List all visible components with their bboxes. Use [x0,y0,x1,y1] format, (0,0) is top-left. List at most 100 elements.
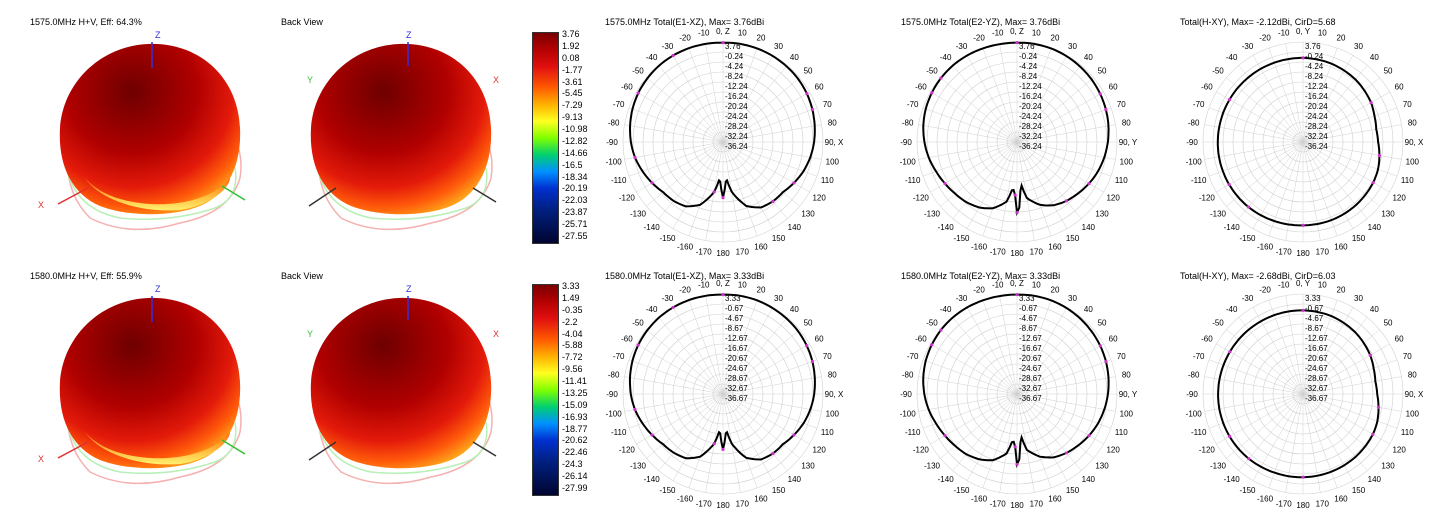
polar-angle-label: 40 [790,305,799,314]
polar-angle-label: -140 [644,223,661,232]
polar-angle-label: 140 [1082,475,1096,484]
polar-grid-spoke [1226,141,1304,207]
polar-ring-label: -28.67 [725,374,748,383]
polar-angle-label: -160 [971,242,988,251]
polar-grid-spoke [1302,393,1368,471]
polar-e1-xz-title: 1580.0MHz Total(E1-XZ), Max= 3.33dBi [605,271,765,281]
polar-angle-label: 140 [788,475,802,484]
polar-ring-label: -4.24 [725,62,744,71]
z-axis-label: Z [155,284,161,294]
polar-ring-label: -8.24 [1305,72,1324,81]
polar-angle-label: 160 [754,242,768,251]
polar-angle-label: -130 [1210,209,1227,218]
polar-angle-label: 30 [1354,42,1363,51]
polar-angle-label: 150 [1066,486,1080,495]
polar-grid-spoke [1016,343,1104,395]
polar-grid-spoke [722,55,774,143]
polar-angle-label: 110 [1401,428,1414,437]
polar-grid-spoke [722,393,800,459]
polar-angle-label: -40 [646,305,658,314]
3d-radiation-pattern-body [59,297,241,469]
polar-angle-label: 130 [1381,209,1395,218]
polar-angle-label: 10 [1032,281,1041,290]
polar-grid-spoke [1302,141,1380,207]
polar-angle-label: 10 [738,281,747,290]
polar-angle-label: -80 [902,371,914,380]
polar-angle-label: -160 [1257,494,1274,503]
polar-angle-label: 20 [1051,286,1060,295]
polar-ring-label: -12.24 [725,82,748,91]
polar-grid-spoke [1016,141,1052,237]
polar-data-marker [671,305,675,310]
polar-grid-spoke [952,393,1018,471]
colorbar-tick-label: -24.3 [562,459,583,470]
polar-angle-label: 60 [815,83,824,92]
polar-angle-label: -150 [659,486,676,495]
polar-data-marker [721,447,725,452]
polar-ring-label: -32.67 [1019,384,1042,393]
polar-grid-spoke [1016,47,1052,143]
polar-angle-label: 30 [1068,42,1077,51]
polar-grid-spoke [918,393,1018,412]
colorbar-tick-label: -10.98 [562,124,588,135]
pattern-cut-outline [315,157,488,220]
polar-grid-spoke [952,317,1018,395]
polar-grid-spoke [624,376,724,395]
x-axis-label: X [38,200,44,210]
polar-grid-spoke [722,107,818,143]
polar-angle-label: -20 [679,286,691,295]
polar-data-marker [1301,475,1305,479]
polar-angle-label: 80 [1122,371,1131,380]
polar-angle-label: 160 [1334,494,1348,503]
polar-grid-spoke [1016,393,1112,429]
polar-grid-spoke [982,299,1018,395]
polar-grid-spoke [1302,141,1402,160]
polar-grid-spoke [1252,141,1304,229]
gain-colorbar: 3.33 1.49 -0.35 -2.2 -4.04 -5.88 -7.72 -9.56 -11… [532,281,607,499]
polar-grid-spoke [1302,124,1402,143]
polar-grid-spoke [1208,107,1304,143]
polar-angle-label: -90 [606,138,618,147]
colorbar-tick-label: 1.49 [562,292,580,303]
polar-grid-spoke [722,393,818,429]
polar-grid-spoke [922,107,1018,143]
polar-ring-label: -12.67 [1305,334,1328,343]
polar-angle-label: -110 [611,428,627,437]
polar-grid-spoke [688,393,724,489]
polar-angle-label: 130 [801,461,815,470]
polar-angle-label: 100 [1120,409,1134,418]
polar-angle-label: -120 [619,194,636,203]
colorbar-tick-label: -18.77 [562,423,588,434]
z-axis-label: Z [406,284,412,294]
polar-angle-label: 110 [1401,176,1414,185]
polar-angle-label: -80 [1188,371,1200,380]
polar-grid-spoke [722,317,788,395]
polar-grid-spoke [1016,77,1094,143]
polar-data-marker [1301,56,1305,60]
polar-grid-spoke [1016,299,1052,395]
polar-data-marker [721,196,725,200]
polar-data-marker [633,407,637,412]
polar-data-marker [1013,445,1017,449]
polar-angle-label: -100 [900,409,917,418]
polar-angle-label: -10 [1278,29,1290,38]
polar-angle-label: 0, Z [1010,279,1024,288]
polar-data-marker [1376,405,1381,409]
polar-angle-label: -160 [677,242,694,251]
colorbar-tick-label: -22.46 [562,447,588,458]
polar-angle-label: -10 [698,29,710,38]
polar-angle-label: -40 [1226,305,1238,314]
colorbar-labels: 3.76 1.92 0.08 -1.77 -3.61 -5.45 -7.29 -9.13 -10… [562,29,607,244]
polar-data-marker [1015,292,1019,297]
polar-angle-label: -10 [992,281,1004,290]
polar-data-marker [1369,101,1373,105]
y-axis-label: Y [307,75,313,85]
polar-angle-label: 80 [828,371,837,380]
polar-data-marker [939,328,943,332]
z-axis-label: Z [155,30,161,40]
polar-grid-spoke [940,77,1018,143]
polar-grid-spoke [636,91,724,143]
polar-data-marker [650,181,654,185]
